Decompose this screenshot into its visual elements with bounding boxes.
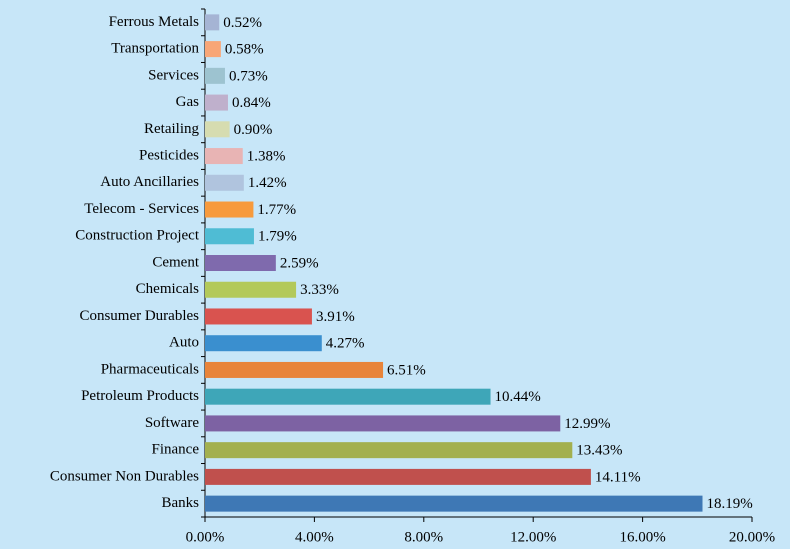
y-tick-label: Retailing — [144, 121, 199, 137]
x-tick-label: 20.00% — [729, 529, 775, 545]
bar — [205, 388, 491, 405]
bar — [205, 468, 591, 485]
value-label: 0.84% — [232, 95, 271, 111]
value-label: 12.99% — [564, 416, 610, 432]
value-label: 2.59% — [280, 255, 319, 271]
y-tick-label: Pesticides — [139, 147, 199, 163]
x-tick-label: 0.00% — [186, 529, 225, 545]
bar — [205, 281, 297, 298]
bar — [205, 228, 254, 245]
value-label: 0.73% — [229, 68, 268, 84]
y-tick-label: Pharmaceuticals — [101, 361, 199, 377]
x-tick-label: 16.00% — [619, 529, 665, 545]
bar — [205, 335, 322, 352]
y-tick-label: Cement — [152, 254, 199, 270]
bar — [205, 495, 703, 512]
value-label: 1.77% — [257, 202, 296, 218]
y-tick-label: Consumer Durables — [79, 308, 199, 324]
value-label: 1.79% — [258, 229, 297, 245]
bar — [205, 121, 230, 138]
bar — [205, 67, 225, 84]
value-label: 0.58% — [225, 42, 264, 58]
bar — [205, 14, 220, 31]
value-label: 14.11% — [595, 469, 641, 485]
y-tick-label: Consumer Non Durables — [50, 468, 199, 484]
bar — [205, 442, 573, 459]
bar — [205, 361, 384, 378]
bar — [205, 94, 228, 111]
value-label: 10.44% — [495, 389, 541, 405]
y-tick-label: Auto — [169, 335, 199, 351]
y-tick-label: Software — [145, 415, 199, 431]
y-tick-label: Auto Ancillaries — [100, 174, 199, 190]
value-label: 1.38% — [247, 148, 286, 164]
bar — [205, 308, 312, 325]
y-tick-label: Ferrous Metals — [109, 14, 200, 30]
value-label: 4.27% — [326, 336, 365, 352]
y-tick-label: Petroleum Products — [81, 388, 199, 404]
value-label: 0.52% — [223, 15, 262, 31]
value-label: 6.51% — [387, 362, 426, 378]
value-label: 3.91% — [316, 309, 355, 325]
value-label: 3.33% — [300, 282, 339, 298]
x-tick-label: 8.00% — [404, 529, 443, 545]
y-tick-label: Finance — [152, 442, 200, 458]
value-label: 0.90% — [234, 122, 273, 138]
y-tick-label: Construction Project — [75, 228, 200, 244]
x-tick-label: 12.00% — [510, 529, 556, 545]
y-tick-label: Services — [148, 67, 199, 83]
bar — [205, 41, 221, 58]
bar — [205, 148, 243, 165]
x-tick-label: 4.00% — [295, 529, 334, 545]
bar — [205, 255, 276, 271]
y-tick-label: Transportation — [111, 41, 199, 57]
y-tick-label: Gas — [176, 94, 199, 110]
bar — [205, 415, 561, 432]
value-label: 18.19% — [706, 496, 752, 512]
bar — [205, 174, 244, 191]
bar — [205, 201, 254, 218]
y-tick-label: Telecom - Services — [84, 201, 199, 217]
value-label: 1.42% — [248, 175, 287, 191]
y-tick-label: Chemicals — [136, 281, 199, 297]
value-label: 13.43% — [576, 443, 622, 459]
y-tick-label: Banks — [162, 495, 200, 511]
